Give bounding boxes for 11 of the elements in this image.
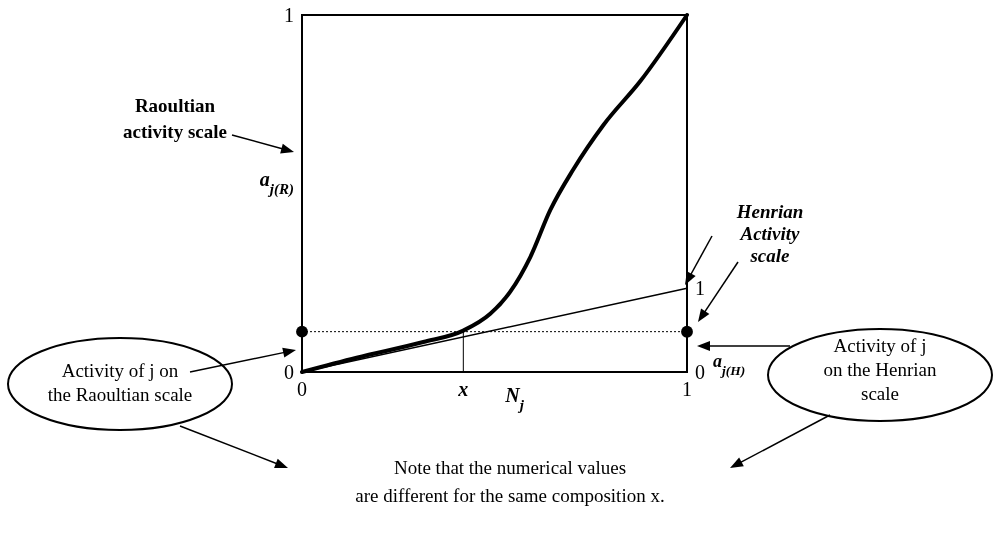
annotation: Henrian Activity scale <box>735 201 804 266</box>
x-axis-title: N$_{j}$ <box>504 384 525 413</box>
y2-tick-label: 0 <box>695 361 705 383</box>
y2-tick-label: 1 <box>695 277 705 300</box>
ref-line-label: x <box>457 378 469 400</box>
y-axis-title: a$_{j(R)}$ <box>259 168 294 199</box>
text: Raoultian activity scale <box>123 95 227 142</box>
text: Note that the numerical values are different for the same composition x. <box>355 457 665 506</box>
text: Activity of j on the Henrian scale <box>823 335 937 404</box>
text: Activity of j on the Raoultian scale <box>47 360 193 405</box>
y2-axis-title: a$_{j(H)}$ <box>713 351 746 378</box>
